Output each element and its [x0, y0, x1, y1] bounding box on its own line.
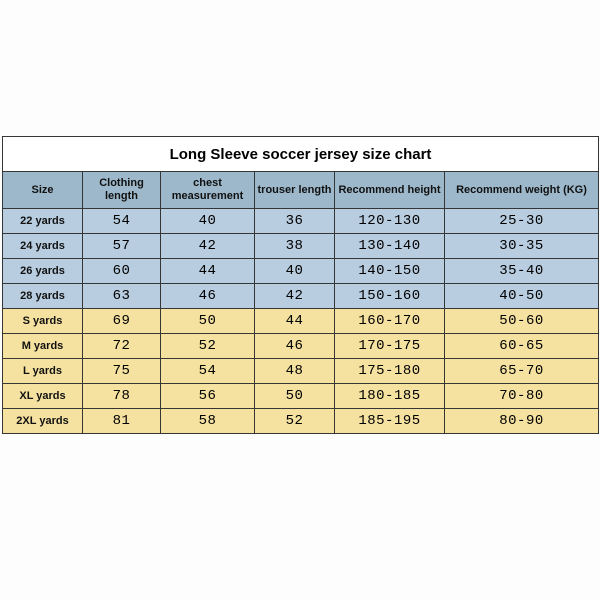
- cell-height: 160-170: [335, 309, 445, 334]
- col-recommend-weight: Recommend weight (KG): [445, 172, 599, 209]
- table-row: 24 yards 57 42 38 130-140 30-35: [3, 234, 599, 259]
- cell-weight: 35-40: [445, 259, 599, 284]
- cell-chest: 46: [161, 284, 255, 309]
- cell-height: 120-130: [335, 209, 445, 234]
- col-clothing-length: Clothing length: [83, 172, 161, 209]
- cell-clothing: 81: [83, 409, 161, 434]
- header-row: Size Clothing length chest measurement t…: [3, 172, 599, 209]
- cell-clothing: 69: [83, 309, 161, 334]
- table-row: L yards 75 54 48 175-180 65-70: [3, 359, 599, 384]
- col-trouser-length: trouser length: [255, 172, 335, 209]
- cell-weight: 65-70: [445, 359, 599, 384]
- cell-weight: 50-60: [445, 309, 599, 334]
- cell-trouser: 50: [255, 384, 335, 409]
- cell-chest: 44: [161, 259, 255, 284]
- col-recommend-height: Recommend height: [335, 172, 445, 209]
- cell-weight: 40-50: [445, 284, 599, 309]
- cell-trouser: 40: [255, 259, 335, 284]
- cell-trouser: 42: [255, 284, 335, 309]
- table-body: 22 yards 54 40 36 120-130 25-30 24 yards…: [3, 209, 599, 434]
- cell-trouser: 44: [255, 309, 335, 334]
- table-row: 28 yards 63 46 42 150-160 40-50: [3, 284, 599, 309]
- cell-clothing: 63: [83, 284, 161, 309]
- cell-clothing: 75: [83, 359, 161, 384]
- table-row: S yards 69 50 44 160-170 50-60: [3, 309, 599, 334]
- cell-size: S yards: [3, 309, 83, 334]
- cell-size: 26 yards: [3, 259, 83, 284]
- cell-chest: 42: [161, 234, 255, 259]
- cell-weight: 70-80: [445, 384, 599, 409]
- cell-trouser: 38: [255, 234, 335, 259]
- cell-chest: 52: [161, 334, 255, 359]
- cell-clothing: 60: [83, 259, 161, 284]
- cell-trouser: 48: [255, 359, 335, 384]
- size-chart-table: Long Sleeve soccer jersey size chart Siz…: [2, 136, 599, 434]
- cell-trouser: 46: [255, 334, 335, 359]
- cell-height: 185-195: [335, 409, 445, 434]
- cell-clothing: 54: [83, 209, 161, 234]
- cell-height: 170-175: [335, 334, 445, 359]
- cell-chest: 56: [161, 384, 255, 409]
- cell-weight: 30-35: [445, 234, 599, 259]
- cell-height: 175-180: [335, 359, 445, 384]
- cell-chest: 50: [161, 309, 255, 334]
- cell-size: 24 yards: [3, 234, 83, 259]
- cell-size: XL yards: [3, 384, 83, 409]
- cell-size: L yards: [3, 359, 83, 384]
- cell-clothing: 57: [83, 234, 161, 259]
- cell-weight: 60-65: [445, 334, 599, 359]
- cell-trouser: 36: [255, 209, 335, 234]
- cell-weight: 25-30: [445, 209, 599, 234]
- cell-height: 130-140: [335, 234, 445, 259]
- table-row: 2XL yards 81 58 52 185-195 80-90: [3, 409, 599, 434]
- cell-clothing: 72: [83, 334, 161, 359]
- cell-size: 22 yards: [3, 209, 83, 234]
- table-row: M yards 72 52 46 170-175 60-65: [3, 334, 599, 359]
- col-chest: chest measurement: [161, 172, 255, 209]
- table-row: 22 yards 54 40 36 120-130 25-30: [3, 209, 599, 234]
- title-row: Long Sleeve soccer jersey size chart: [3, 137, 599, 172]
- table-row: 26 yards 60 44 40 140-150 35-40: [3, 259, 599, 284]
- table-row: XL yards 78 56 50 180-185 70-80: [3, 384, 599, 409]
- cell-chest: 40: [161, 209, 255, 234]
- cell-chest: 54: [161, 359, 255, 384]
- cell-weight: 80-90: [445, 409, 599, 434]
- cell-chest: 58: [161, 409, 255, 434]
- cell-size: M yards: [3, 334, 83, 359]
- cell-height: 180-185: [335, 384, 445, 409]
- cell-trouser: 52: [255, 409, 335, 434]
- cell-height: 150-160: [335, 284, 445, 309]
- cell-size: 28 yards: [3, 284, 83, 309]
- cell-clothing: 78: [83, 384, 161, 409]
- cell-size: 2XL yards: [3, 409, 83, 434]
- table-title: Long Sleeve soccer jersey size chart: [3, 137, 599, 172]
- cell-height: 140-150: [335, 259, 445, 284]
- col-size: Size: [3, 172, 83, 209]
